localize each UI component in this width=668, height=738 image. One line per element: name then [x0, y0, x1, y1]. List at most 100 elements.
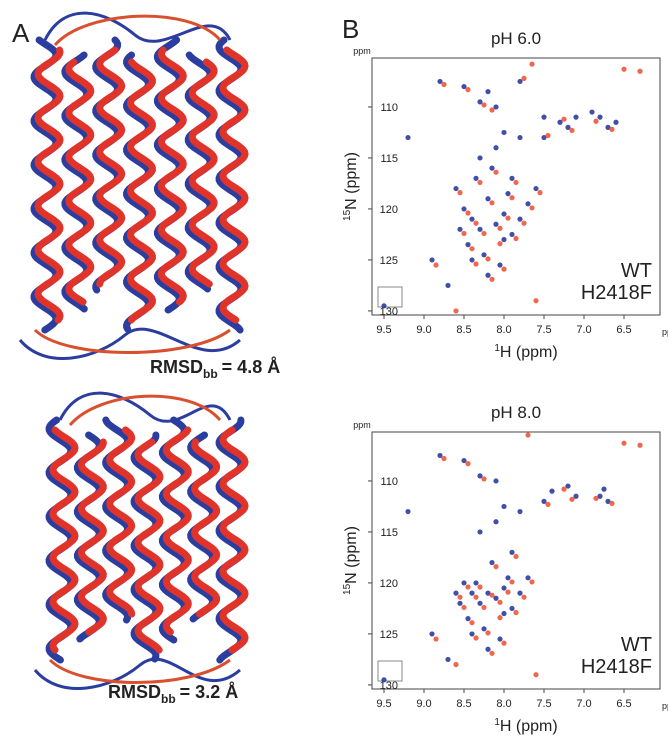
peak: [489, 107, 495, 113]
peak: [429, 257, 435, 263]
peak: [517, 590, 523, 596]
peak: [469, 246, 475, 252]
peak: [545, 132, 551, 139]
x-tick-label: 6.5: [616, 698, 631, 710]
peak: [433, 636, 439, 642]
x-tick-label: 8.0: [496, 324, 511, 336]
peak: [561, 116, 567, 122]
x-label-sup: 1: [494, 717, 500, 728]
y-tick-label: 125: [380, 255, 398, 267]
peak: [473, 635, 479, 641]
y-tick-label: 120: [380, 204, 398, 216]
peak: [509, 195, 515, 201]
peak: [465, 461, 471, 467]
x-tick-label: 7.5: [536, 698, 551, 710]
peak: [461, 457, 467, 464]
peak: [497, 599, 503, 605]
peak: [469, 631, 475, 637]
peak: [525, 201, 531, 207]
peak: [493, 478, 499, 484]
axis-unit: ppm: [353, 46, 371, 56]
peak: [461, 580, 467, 586]
peak: [493, 145, 499, 151]
peak: [525, 432, 531, 438]
peak: [481, 252, 487, 258]
chart-title: pH 8.0: [491, 403, 541, 422]
peak: [537, 190, 543, 196]
peak: [485, 590, 491, 596]
peak: [453, 308, 459, 314]
peak: [465, 616, 471, 622]
peak: [485, 89, 491, 95]
peak: [473, 580, 479, 586]
peak: [461, 604, 467, 611]
peak: [533, 185, 539, 192]
peak: [509, 175, 515, 181]
peak: [489, 276, 495, 282]
peak: [381, 303, 387, 309]
helix: [96, 46, 126, 288]
peak: [597, 493, 603, 499]
peak: [477, 529, 483, 535]
peak: [493, 221, 499, 227]
x-axis-label: 1H (ppm): [494, 717, 557, 735]
peak: [569, 127, 575, 134]
helix: [49, 426, 79, 654]
peak: [589, 109, 595, 115]
peak: [593, 118, 599, 124]
y-tick-label: 110: [380, 102, 398, 114]
peak: [561, 486, 567, 492]
helix: [157, 46, 187, 306]
peak: [477, 155, 483, 161]
peak: [497, 225, 503, 231]
peak: [501, 236, 507, 243]
peak: [445, 656, 451, 663]
peak: [637, 68, 643, 74]
helix: [215, 416, 245, 664]
peak: [453, 590, 459, 596]
peak: [477, 584, 483, 590]
peak: [541, 114, 547, 120]
helix: [188, 58, 218, 288]
peak: [521, 220, 527, 226]
peak: [477, 600, 483, 606]
peak: [549, 488, 555, 494]
peak: [473, 594, 479, 600]
x-tick-label: 8.5: [456, 698, 471, 710]
helix: [162, 426, 192, 636]
helix: [127, 58, 156, 324]
loop: [33, 657, 241, 690]
axis-unit: ppm: [353, 420, 371, 430]
peak: [441, 81, 447, 88]
peak: [621, 66, 627, 72]
peak: [501, 640, 507, 646]
peak: [517, 134, 523, 141]
peak: [501, 211, 507, 217]
loop: [33, 328, 231, 354]
loop: [43, 11, 232, 43]
legend-entry: WT: [621, 260, 652, 282]
peak: [381, 677, 387, 683]
structures: [18, 11, 249, 690]
peak: [473, 261, 479, 267]
plot-frame: [371, 431, 661, 690]
peak: [405, 134, 411, 141]
peak: [497, 241, 503, 247]
peak: [505, 191, 511, 197]
peak: [501, 585, 507, 591]
peak: [473, 220, 479, 226]
peak: [509, 579, 515, 585]
peak: [457, 190, 463, 196]
peak: [573, 493, 579, 499]
loop: [58, 391, 232, 423]
peak: [453, 185, 459, 192]
axis-unit: ppm: [662, 327, 668, 337]
x-tick-label: 8.0: [496, 698, 511, 710]
x-axis-label: 1H (ppm): [494, 343, 557, 361]
peak: [501, 129, 507, 136]
peak: [497, 262, 503, 268]
peak: [517, 508, 523, 515]
peak: [489, 592, 495, 598]
loop: [68, 394, 222, 426]
peak: [465, 210, 471, 216]
